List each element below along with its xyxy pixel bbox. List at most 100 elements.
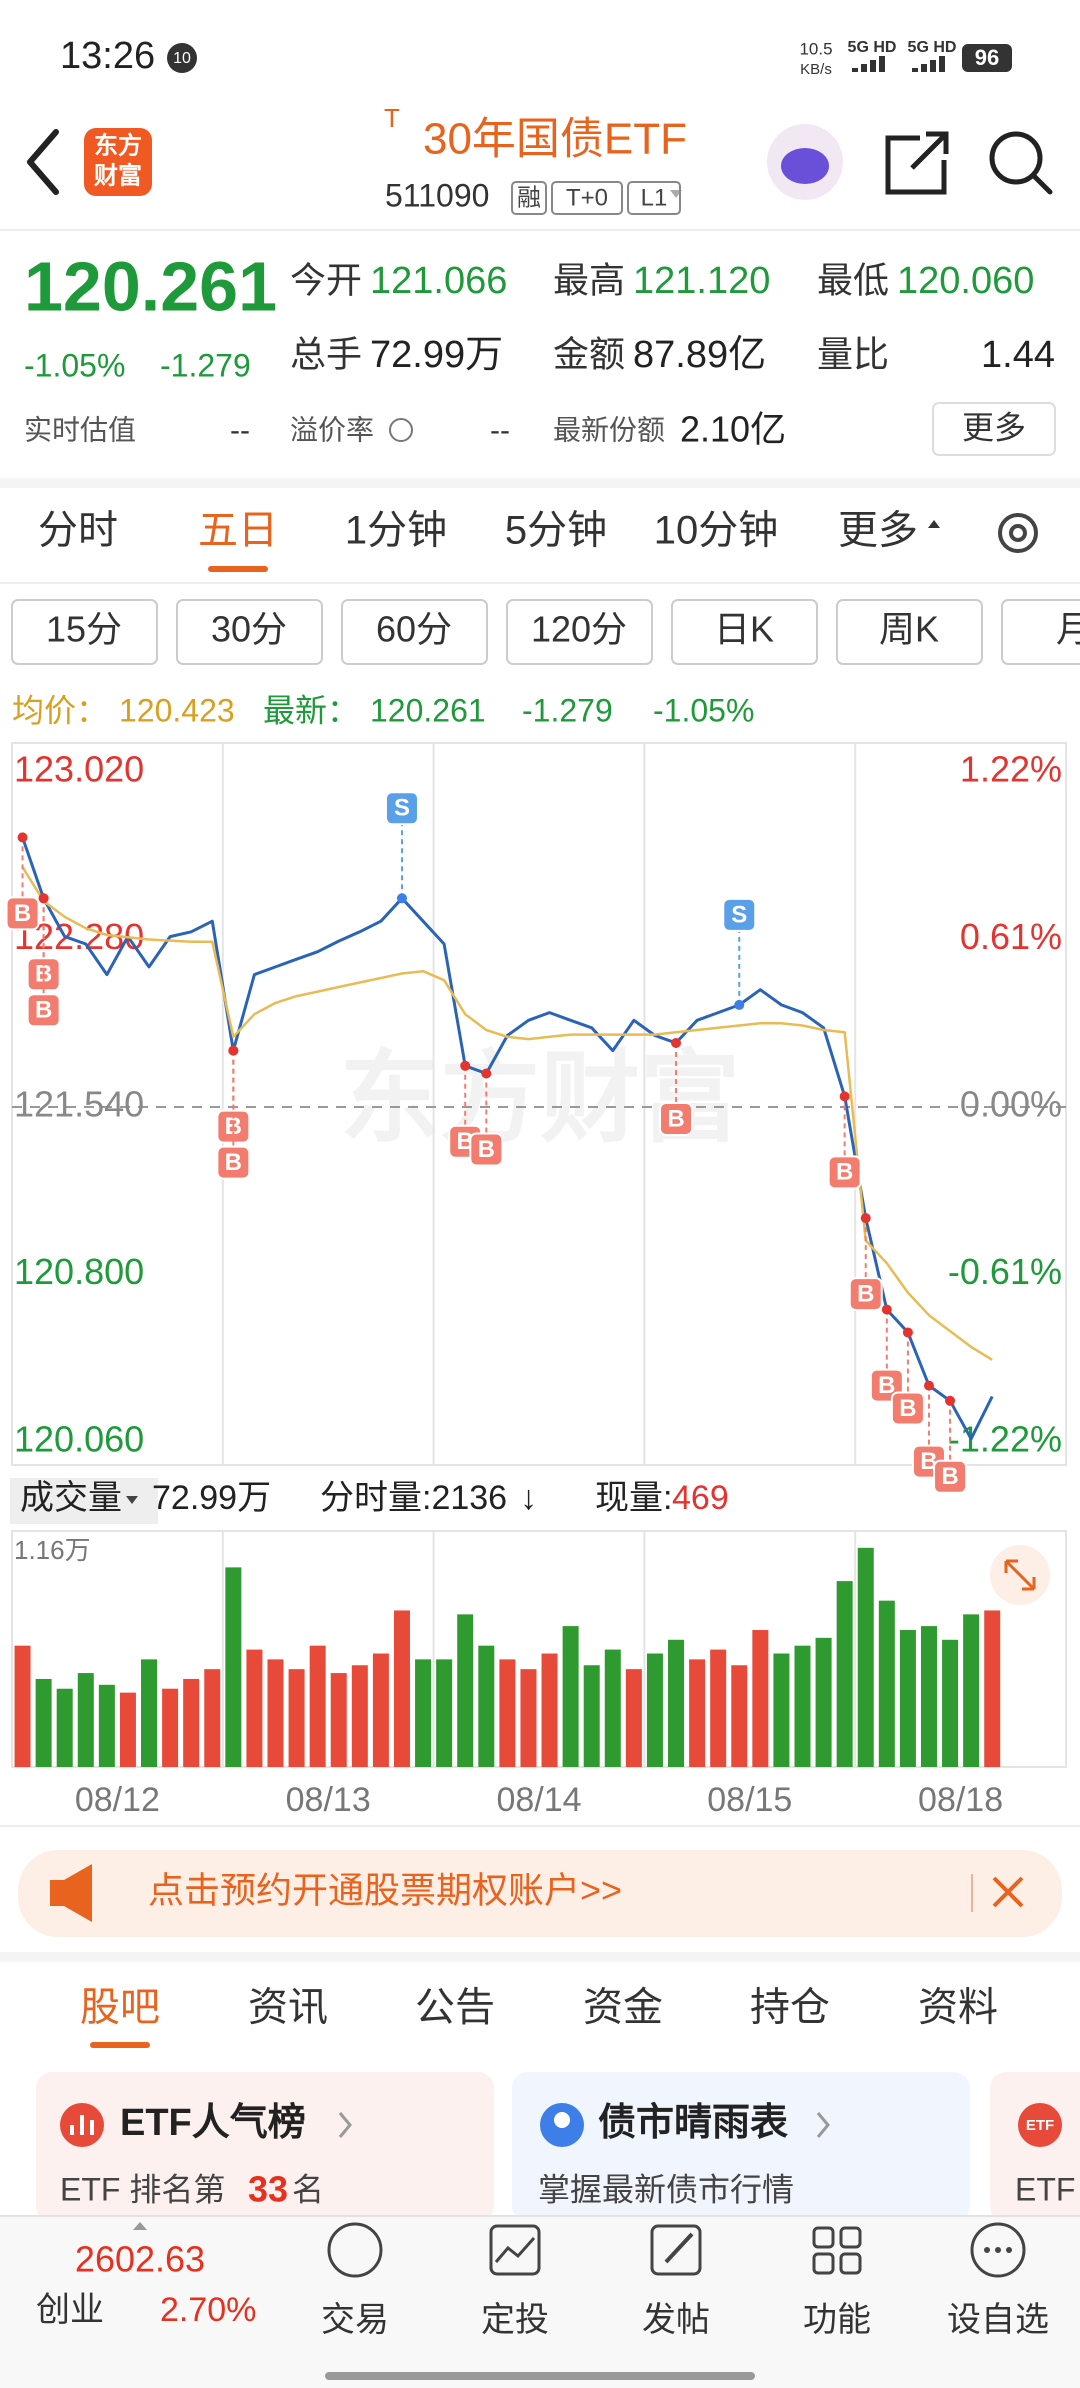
megaphone-icon <box>50 1864 92 1922</box>
nav-icon-pen <box>664 2232 694 2264</box>
volume-label: 成交量 <box>20 1479 122 1517</box>
volume-bar <box>604 1649 621 1767</box>
tab[interactable]: 1分钟 <box>345 509 447 553</box>
volume-bar <box>836 1581 853 1767</box>
period-button[interactable] <box>341 599 488 665</box>
section-indicator <box>90 2042 150 2048</box>
index-value: 2602.63 <box>75 2239 205 2280</box>
field-value: 72.99万 <box>370 334 503 376</box>
signal-bar <box>921 64 927 72</box>
volume-bar <box>478 1645 495 1767</box>
section-tab[interactable]: 公告 <box>415 1986 495 2030</box>
volume-bar <box>520 1669 537 1767</box>
field-value: -- <box>230 414 250 447</box>
signal-text: B <box>857 1280 874 1307</box>
volume-bar <box>583 1665 600 1767</box>
card-sub: 名 <box>292 2171 324 2207</box>
nav-icon <box>970 2222 1026 2278</box>
signal-badge <box>933 1459 968 1494</box>
volume-bar <box>372 1653 389 1767</box>
period-label: 30分 <box>211 609 287 650</box>
more-button[interactable] <box>932 402 1056 456</box>
volume-bar <box>141 1659 158 1767</box>
settings-button[interactable] <box>998 513 1038 553</box>
signal-text: B <box>899 1395 916 1422</box>
volume-bar <box>415 1659 432 1767</box>
logo-text: 东方 <box>94 131 142 159</box>
volume-bar <box>731 1665 748 1767</box>
y2-tick-label: 0.61% <box>960 916 1062 957</box>
volume-bar <box>267 1659 284 1767</box>
period-button[interactable] <box>1001 599 1080 665</box>
share-button[interactable] <box>885 131 949 195</box>
banner-close[interactable] <box>992 1876 1024 1908</box>
tab[interactable]: 五日 <box>198 509 278 553</box>
signal-badge <box>5 896 40 931</box>
signal-point <box>460 1060 471 1071</box>
tab[interactable]: 分时 <box>38 509 118 553</box>
section-tab[interactable]: 持仓 <box>750 1986 830 2030</box>
tab[interactable]: 更多 <box>838 509 918 553</box>
change: -1.279 <box>160 347 251 383</box>
signal-bar <box>870 60 876 72</box>
nav-label[interactable]: 交易 <box>321 2301 389 2339</box>
battery <box>962 44 1012 72</box>
period-label: 15分 <box>46 609 122 650</box>
tag-text: 融 <box>517 184 541 211</box>
nav-icon-dot <box>995 2247 1001 2253</box>
volume-tick-label: 1.16万 <box>14 1535 91 1565</box>
nav-icon <box>489 2224 541 2276</box>
tab[interactable]: 5分钟 <box>505 509 607 553</box>
signal-point <box>38 893 49 904</box>
volume-bar <box>562 1626 579 1767</box>
card[interactable] <box>990 2072 1080 2222</box>
nav-label[interactable]: 定投 <box>481 2301 549 2339</box>
nav-icon <box>327 2222 383 2278</box>
battery-level: 96 <box>975 45 999 70</box>
period-button[interactable] <box>11 599 158 665</box>
volume-bar <box>288 1669 305 1767</box>
back-button[interactable] <box>27 129 59 195</box>
tag <box>627 181 681 215</box>
search-handle <box>1030 172 1053 195</box>
signal-bar <box>939 56 945 72</box>
card[interactable] <box>512 2072 970 2222</box>
logo-text: 财富 <box>94 161 142 189</box>
period-button[interactable] <box>671 599 818 665</box>
volume-tick: 分时量:2136 <box>320 1479 507 1517</box>
period-button[interactable] <box>506 599 653 665</box>
tag-text: L1 <box>641 184 668 211</box>
period-button[interactable] <box>836 599 983 665</box>
section-tab[interactable]: 资讯 <box>248 1986 328 2030</box>
signal-text: B <box>478 1136 495 1163</box>
card-sub: 掌握最新债市行情 <box>538 2171 794 2207</box>
nav-label[interactable]: 发帖 <box>642 2301 710 2339</box>
signal-text: B <box>836 1159 853 1186</box>
field-label: 溢价率 <box>290 414 374 445</box>
nav-label[interactable]: 功能 <box>803 2301 871 2339</box>
last-price: 120.261 <box>24 247 277 325</box>
section-tab[interactable]: 资料 <box>918 1986 998 2030</box>
security-code: 511090 <box>385 177 489 213</box>
search-button[interactable] <box>989 131 1043 185</box>
nav-label[interactable]: 设自选 <box>947 2301 1049 2339</box>
banner[interactable] <box>18 1850 1062 1937</box>
y-tick-label: 121.540 <box>14 1084 144 1125</box>
tab[interactable]: 10分钟 <box>654 509 779 553</box>
signal-bar <box>852 68 858 72</box>
period-button[interactable] <box>176 599 323 665</box>
section-tab[interactable]: 股吧 <box>80 1986 160 2030</box>
divider <box>0 1952 1080 1962</box>
field-label: 总手 <box>290 334 362 375</box>
volume-bar <box>309 1645 326 1767</box>
date-label: 08/13 <box>286 1781 371 1819</box>
card[interactable] <box>36 2072 494 2222</box>
field-label: 金额 <box>553 334 625 375</box>
info-icon[interactable] <box>389 418 413 442</box>
field-value: 121.120 <box>633 260 770 302</box>
volume-bar <box>119 1692 136 1767</box>
net-unit: KB/s <box>800 61 832 78</box>
nav-icon <box>812 2226 835 2249</box>
section-tab[interactable]: 资金 <box>583 1986 663 2030</box>
app-logo <box>84 128 152 196</box>
